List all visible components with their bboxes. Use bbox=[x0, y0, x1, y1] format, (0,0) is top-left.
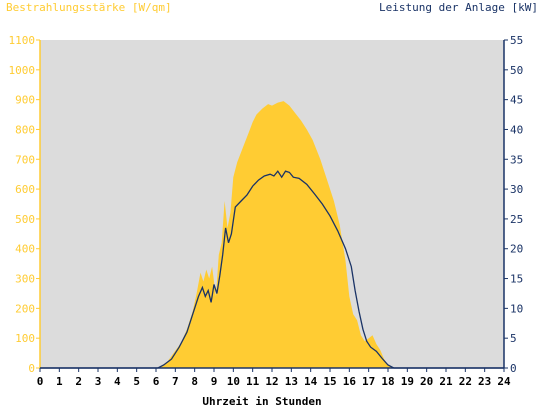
x-tick-label: 14 bbox=[304, 375, 318, 388]
x-tick-label: 2 bbox=[75, 375, 82, 388]
right-y-tick-label: 20 bbox=[510, 243, 523, 256]
right-y-tick-label: 40 bbox=[510, 123, 523, 136]
right-y-tick-label: 25 bbox=[510, 213, 523, 226]
x-tick-label: 10 bbox=[227, 375, 240, 388]
x-tick-label: 0 bbox=[37, 375, 44, 388]
x-tick-label: 4 bbox=[114, 375, 121, 388]
x-tick-labels: 0 1 2 3 4 5 6 7 8 9 10 11 12 13 14 15 16 17 18 19 20 21 22 23 24 bbox=[37, 375, 511, 388]
right-y-tick-label: 5 bbox=[510, 332, 517, 345]
left-y-tick-label: 400 bbox=[15, 243, 35, 256]
irradiance-area-layer bbox=[40, 101, 504, 368]
x-tick-label: 18 bbox=[381, 375, 394, 388]
left-y-tick-label: 1100 bbox=[9, 34, 36, 47]
left-y-tick-label: 0 bbox=[28, 362, 35, 375]
x-tick-label: 12 bbox=[265, 375, 278, 388]
left-y-tick-labels: 0 100 200 300 400 500 600 700 800 900 1000 1100 bbox=[9, 34, 36, 375]
x-tick-label: 11 bbox=[246, 375, 260, 388]
x-tick-label: 5 bbox=[133, 375, 140, 388]
x-tick-label: 21 bbox=[439, 375, 453, 388]
x-tick-label: 23 bbox=[478, 375, 491, 388]
left-y-tick-label: 900 bbox=[15, 94, 35, 107]
left-axis-title: Bestrahlungsstärke [W/qm] bbox=[6, 1, 172, 14]
x-tick-label: 1 bbox=[56, 375, 63, 388]
x-tick-label: 17 bbox=[362, 375, 375, 388]
x-tick-label: 6 bbox=[153, 375, 160, 388]
x-tick-label: 16 bbox=[343, 375, 357, 388]
x-tick-label: 22 bbox=[459, 375, 472, 388]
x-tick-label: 3 bbox=[95, 375, 102, 388]
axes-layer bbox=[36, 39, 508, 372]
right-y-tick-label: 55 bbox=[510, 34, 523, 47]
left-y-tick-label: 600 bbox=[15, 183, 35, 196]
right-y-tick-label: 15 bbox=[510, 273, 523, 286]
x-tick-label: 24 bbox=[497, 375, 511, 388]
left-y-tick-label: 300 bbox=[15, 273, 35, 286]
left-y-tick-label: 100 bbox=[15, 332, 35, 345]
right-axis-title: Leistung der Anlage [kW] bbox=[379, 1, 538, 14]
right-y-tick-label: 0 bbox=[510, 362, 517, 375]
x-tick-label: 13 bbox=[285, 375, 298, 388]
right-y-tick-label: 30 bbox=[510, 183, 523, 196]
right-y-tick-label: 45 bbox=[510, 94, 523, 107]
x-axis-title: Uhrzeit in Stunden bbox=[202, 395, 321, 408]
x-tick-label: 7 bbox=[172, 375, 179, 388]
x-tick-label: 15 bbox=[323, 375, 336, 388]
left-y-tick-label: 700 bbox=[15, 153, 35, 166]
left-y-tick-label: 200 bbox=[15, 302, 35, 315]
x-tick-label: 19 bbox=[401, 375, 414, 388]
power-line-layer bbox=[40, 170, 504, 369]
right-y-tick-label: 10 bbox=[510, 302, 523, 315]
right-y-tick-label: 35 bbox=[510, 153, 523, 166]
power-line bbox=[40, 170, 504, 369]
left-y-tick-label: 1000 bbox=[9, 64, 36, 77]
right-y-tick-label: 50 bbox=[510, 64, 523, 77]
left-y-tick-label: 800 bbox=[15, 123, 35, 136]
right-y-tick-labels: 0 5 10 15 20 25 30 35 40 45 50 55 bbox=[510, 34, 523, 375]
left-y-tick-label: 500 bbox=[15, 213, 35, 226]
x-tick-label: 8 bbox=[191, 375, 198, 388]
irradiance-area bbox=[40, 101, 504, 368]
x-tick-label: 9 bbox=[211, 375, 218, 388]
x-tick-label: 20 bbox=[420, 375, 433, 388]
